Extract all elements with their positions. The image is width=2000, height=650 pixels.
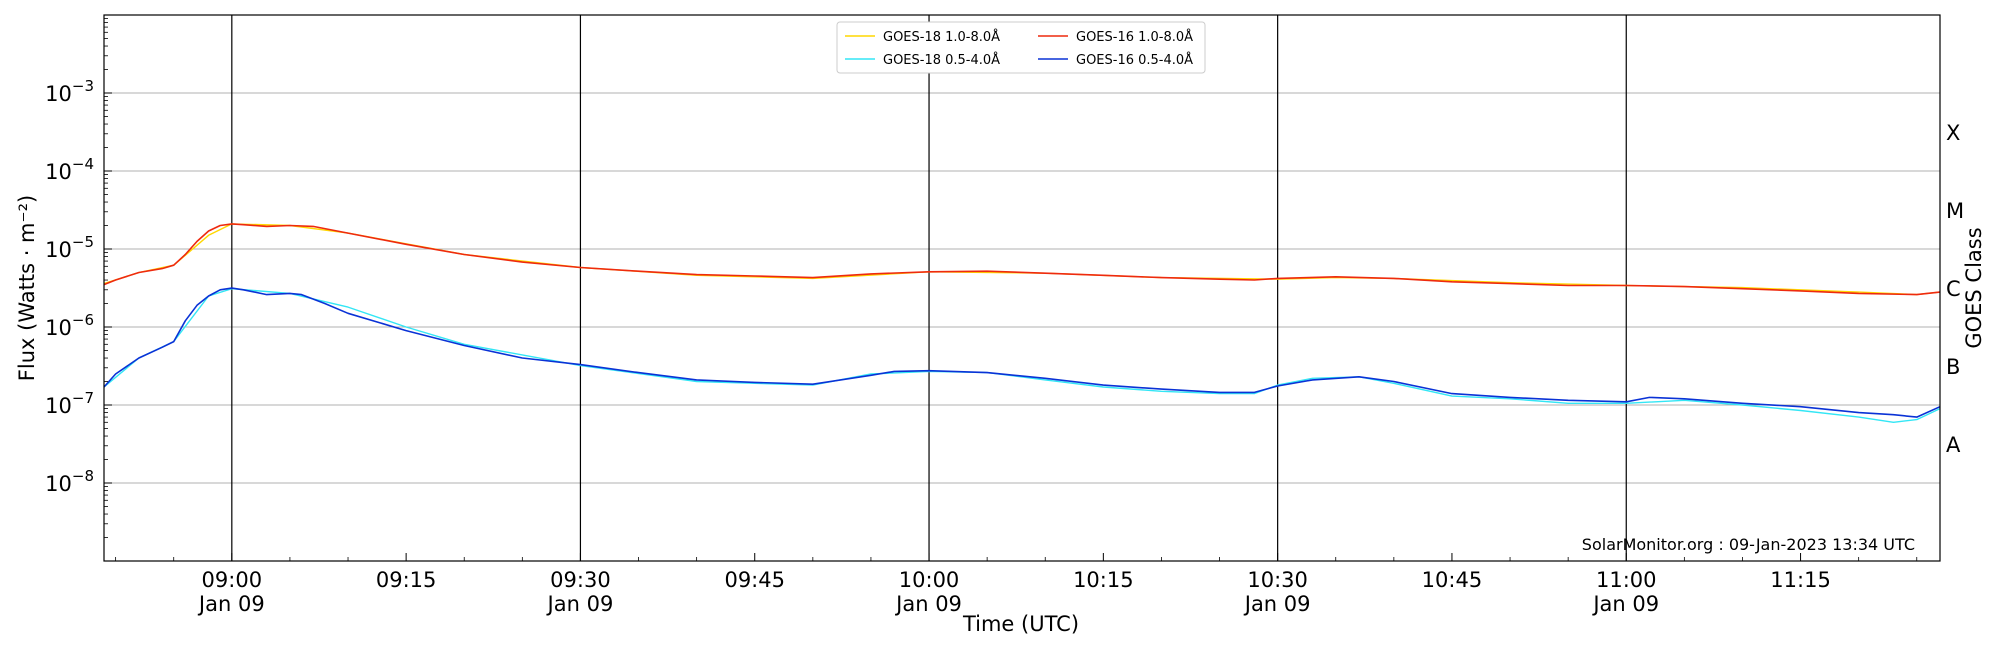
x-tick-date-label: Jan 09 — [1591, 592, 1659, 616]
legend-label: GOES-18 0.5-4.0Å — [883, 52, 1000, 68]
y-axis-ticks: 10−8 10−7 10−6 10−5 10−4 10−3 — [45, 18, 112, 538]
x-tick-label: 09:45 — [724, 568, 785, 592]
x-tick-label: 10:45 — [1422, 568, 1483, 592]
legend-label: GOES-16 1.0-8.0Å — [1076, 29, 1193, 45]
x-tick-label: 10:30 — [1247, 568, 1308, 592]
goes-class-labels: A B C M X — [1946, 121, 1964, 457]
x-tick-label: 10:15 — [1073, 568, 1134, 592]
x-tick-label: 09:00 — [202, 568, 263, 592]
legend-label: GOES-18 1.0-8.0Å — [883, 29, 1000, 45]
x-axis-title: Time (UTC) — [962, 612, 1079, 636]
right-axis-title: GOES Class — [1962, 227, 1986, 348]
legend-box — [836, 21, 1206, 74]
series-layer — [103, 223, 1941, 423]
y-tick-label: 10−7 — [45, 389, 94, 418]
footer-credit: SolarMonitor.org : 09-Jan-2023 13:34 UTC — [1582, 535, 1915, 554]
y-tick-label: 10−5 — [45, 233, 94, 262]
x-tick-date-label: Jan 09 — [197, 592, 265, 616]
x-tick-date-label: Jan 09 — [546, 592, 614, 616]
series-line-3 — [103, 287, 1941, 418]
plot-frame — [103, 14, 1941, 562]
y-tick-label: 10−3 — [45, 77, 94, 106]
goes-class-b: B — [1946, 355, 1960, 379]
legend-label: GOES-16 0.5-4.0Å — [1076, 52, 1193, 68]
x-tick-label: 11:15 — [1770, 568, 1831, 592]
y-tick-label: 10−8 — [45, 467, 94, 496]
goes-class-a: A — [1946, 433, 1961, 457]
goes-class-m: M — [1946, 199, 1964, 223]
goes-class-c: C — [1946, 277, 1961, 301]
series-line-1 — [103, 288, 1941, 423]
y-tick-label: 10−4 — [45, 155, 94, 184]
x-tick-date-label: Jan 09 — [1243, 592, 1311, 616]
x-tick-label: 11:00 — [1596, 568, 1657, 592]
y-axis-title: Flux (Watts · m⁻²) — [15, 195, 39, 381]
x-tick-label: 10:00 — [899, 568, 960, 592]
goes-class-x: X — [1946, 121, 1960, 145]
grid-layer — [104, 92, 1940, 484]
vertical-day-lines — [231, 15, 1627, 561]
series-line-2 — [103, 223, 1941, 296]
y-tick-label: 10−6 — [45, 311, 94, 340]
legend: GOES-18 1.0-8.0Å GOES-18 0.5-4.0Å GOES-16 … — [836, 21, 1206, 74]
x-tick-label: 09:15 — [376, 568, 437, 592]
x-tick-date-label: Jan 09 — [894, 592, 962, 616]
x-tick-label: 09:30 — [550, 568, 611, 592]
